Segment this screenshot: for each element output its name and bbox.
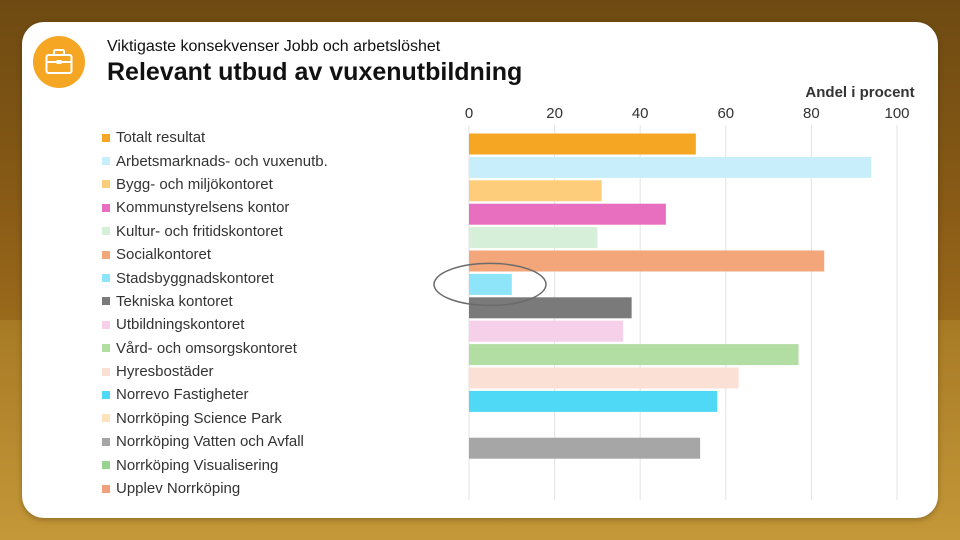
legend-label: Norrköping Visualisering bbox=[116, 456, 279, 474]
legend-swatch bbox=[102, 297, 110, 306]
legend-swatch bbox=[102, 320, 110, 329]
x-tick-label: 100 bbox=[884, 105, 909, 122]
legend-swatch bbox=[102, 461, 110, 470]
bar bbox=[469, 320, 624, 342]
legend-label: Norrköping Science Park bbox=[116, 409, 282, 427]
legend-item: Arbetsmarknads- och vuxenutb. bbox=[102, 149, 328, 172]
legend-swatch bbox=[102, 484, 110, 493]
x-tick-label: 0 bbox=[465, 105, 473, 122]
legend-item: Kommunstyrelsens kontor bbox=[102, 196, 328, 219]
legend-label: Kultur- och fritidskontoret bbox=[116, 222, 283, 240]
legend-label: Upplev Norrköping bbox=[116, 480, 241, 498]
legend-label: Totalt resultat bbox=[116, 129, 206, 147]
legend-label: Arbetsmarknads- och vuxenutb. bbox=[116, 152, 328, 170]
legend-swatch bbox=[102, 390, 110, 399]
x-tick-label: 60 bbox=[717, 105, 734, 122]
legend-swatch bbox=[102, 344, 110, 353]
legend-swatch bbox=[102, 203, 110, 212]
x-tick-label: 80 bbox=[803, 105, 820, 122]
legend-swatch bbox=[102, 227, 110, 236]
legend-swatch bbox=[102, 133, 110, 142]
bar bbox=[469, 156, 872, 178]
legend-label: Vård- och omsorgskontoret bbox=[116, 339, 297, 357]
legend-swatch bbox=[102, 250, 110, 259]
slide-title: Relevant utbud av vuxenutbildning bbox=[107, 58, 523, 86]
bar bbox=[469, 203, 666, 225]
x-tick-label: 20 bbox=[546, 105, 563, 122]
legend-label: Bygg- och miljökontoret bbox=[116, 175, 273, 193]
legend-item: Norrevo Fastigheter bbox=[102, 383, 328, 406]
legend-label: Kommunstyrelsens kontor bbox=[116, 199, 290, 217]
bar bbox=[469, 250, 825, 272]
axis-unit-label: Andel i procent bbox=[805, 84, 915, 101]
bar bbox=[469, 437, 701, 459]
legend-item: Norrköping Visualisering bbox=[102, 453, 328, 476]
legend-item: Socialkontoret bbox=[102, 243, 328, 266]
legend-label: Norrevo Fastigheter bbox=[116, 386, 249, 404]
slide-subtitle: Viktigaste konsekvenser Jobb och arbetsl… bbox=[107, 38, 441, 55]
legend-label: Utbildningskontoret bbox=[116, 316, 245, 334]
legend-swatch bbox=[102, 157, 110, 166]
legend-item: Hyresbostäder bbox=[102, 360, 328, 383]
briefcase-icon bbox=[45, 49, 73, 74]
legend-swatch bbox=[102, 437, 110, 446]
legend-item: Tekniska kontoret bbox=[102, 290, 328, 313]
bar bbox=[469, 227, 598, 249]
bar bbox=[469, 297, 632, 319]
legend-item: Vård- och omsorgskontoret bbox=[102, 337, 328, 360]
legend-label: Norrköping Vatten och Avfall bbox=[116, 433, 304, 451]
bar bbox=[469, 344, 799, 366]
bar bbox=[469, 133, 696, 155]
logo-badge bbox=[33, 36, 85, 88]
legend-item: Norrköping Science Park bbox=[102, 407, 328, 430]
legend-label: Tekniska kontoret bbox=[116, 292, 233, 310]
bar bbox=[469, 273, 512, 295]
bar bbox=[469, 367, 739, 389]
legend-item: Totalt resultat bbox=[102, 126, 328, 149]
legend-swatch bbox=[102, 414, 110, 423]
legend-swatch bbox=[102, 180, 110, 189]
legend-label: Socialkontoret bbox=[116, 246, 212, 264]
legend-item: Stadsbyggnadskontoret bbox=[102, 266, 328, 289]
legend-item: Upplev Norrköping bbox=[102, 477, 328, 500]
chart-legend: Totalt resultat Arbetsmarknads- och vuxen… bbox=[102, 126, 328, 500]
legend-item: Bygg- och miljökontoret bbox=[102, 173, 328, 196]
legend-label: Stadsbyggnadskontoret bbox=[116, 269, 274, 287]
legend-label: Hyresbostäder bbox=[116, 363, 214, 381]
bar bbox=[469, 390, 718, 412]
legend-item: Norrköping Vatten och Avfall bbox=[102, 430, 328, 453]
legend-item: Kultur- och fritidskontoret bbox=[102, 220, 328, 243]
x-tick-label: 40 bbox=[632, 105, 649, 122]
highlight-ellipse bbox=[433, 262, 547, 307]
bar bbox=[469, 180, 602, 202]
legend-swatch bbox=[102, 367, 110, 376]
legend-swatch bbox=[102, 274, 110, 283]
legend-item: Utbildningskontoret bbox=[102, 313, 328, 336]
